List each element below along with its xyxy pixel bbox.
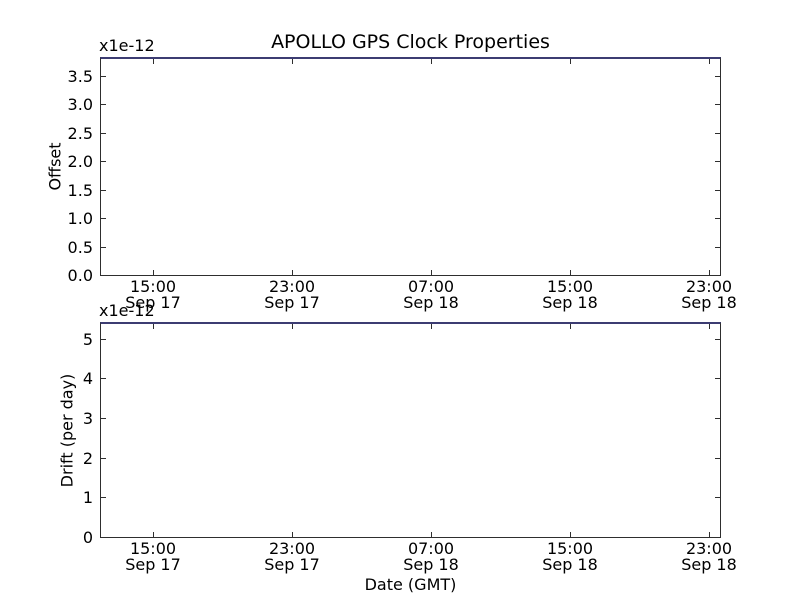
axis-tick-mark bbox=[715, 190, 720, 191]
axis-tick-mark bbox=[101, 247, 106, 248]
y-axis-multiplier-bottom: x1e-12 bbox=[99, 301, 155, 320]
x-tick-date: Sep 17 bbox=[125, 293, 181, 312]
axis-tick-mark bbox=[101, 190, 106, 191]
y-tick-label: 2.0 bbox=[67, 152, 93, 171]
x-tick-time: 15:00 bbox=[129, 277, 177, 296]
axis-tick-mark bbox=[715, 339, 720, 340]
x-tick-date: Sep 18 bbox=[542, 293, 598, 312]
axis-tick-mark bbox=[570, 532, 571, 537]
axis-tick-mark bbox=[292, 59, 293, 64]
axis-tick-mark bbox=[431, 532, 432, 537]
x-tick-date: Sep 18 bbox=[542, 555, 598, 574]
x-tick-date: Sep 18 bbox=[403, 293, 459, 312]
y-tick-label: 0 bbox=[82, 528, 93, 547]
y-tick-label: 3.0 bbox=[67, 95, 93, 114]
x-tick-time: 15:00 bbox=[546, 539, 594, 558]
axis-tick-mark bbox=[570, 324, 571, 329]
axis-tick-mark bbox=[101, 378, 106, 379]
y-tick-label: 0.5 bbox=[67, 238, 93, 257]
axis-tick-mark bbox=[101, 133, 106, 134]
axis-tick-mark bbox=[101, 218, 106, 219]
axis-tick-mark bbox=[715, 133, 720, 134]
axis-tick-mark bbox=[101, 537, 106, 538]
y-tick-label: 2.5 bbox=[67, 124, 93, 143]
axis-tick-mark bbox=[101, 418, 106, 419]
x-tick-label: 23:00 Sep 18 bbox=[664, 279, 754, 311]
axis-tick-mark bbox=[431, 324, 432, 329]
x-axis-label: Date (GMT) bbox=[364, 575, 457, 594]
y-tick-label: 2 bbox=[82, 449, 93, 468]
axis-tick-mark bbox=[709, 532, 710, 537]
axis-tick-mark bbox=[715, 497, 720, 498]
x-tick-label: 23:00 Sep 17 bbox=[247, 279, 337, 311]
axis-tick-mark bbox=[715, 161, 720, 162]
x-tick-label: 15:00 Sep 17 bbox=[108, 279, 198, 311]
axis-tick-mark bbox=[101, 497, 106, 498]
y-tick-label: 0.0 bbox=[67, 266, 93, 285]
axis-tick-mark bbox=[570, 59, 571, 64]
axis-tick-mark bbox=[715, 218, 720, 219]
axis-tick-mark bbox=[101, 339, 106, 340]
x-tick-label: 15:00 Sep 18 bbox=[525, 541, 615, 573]
x-tick-date: Sep 18 bbox=[681, 293, 737, 312]
y-tick-label: 1.0 bbox=[67, 209, 93, 228]
axis-tick-mark bbox=[709, 59, 710, 64]
axis-tick-mark bbox=[715, 104, 720, 105]
y-tick-label: 4 bbox=[82, 369, 93, 388]
x-tick-label: 07:00 Sep 18 bbox=[386, 541, 476, 573]
drift-plot-area bbox=[100, 322, 721, 538]
axis-tick-mark bbox=[715, 247, 720, 248]
axis-tick-mark bbox=[709, 270, 710, 275]
axis-tick-mark bbox=[715, 537, 720, 538]
x-tick-date: Sep 18 bbox=[403, 555, 459, 574]
x-tick-time: 23:00 bbox=[268, 277, 316, 296]
axis-tick-mark bbox=[715, 378, 720, 379]
x-tick-time: 07:00 bbox=[407, 277, 455, 296]
x-tick-label: 15:00 Sep 17 bbox=[108, 541, 198, 573]
x-tick-date: Sep 18 bbox=[681, 555, 737, 574]
y-tick-label: 5 bbox=[82, 330, 93, 349]
axis-tick-mark bbox=[153, 532, 154, 537]
x-tick-label: 23:00 Sep 18 bbox=[664, 541, 754, 573]
offset-plot-area bbox=[100, 57, 721, 276]
x-tick-time: 23:00 bbox=[685, 277, 733, 296]
axis-tick-mark bbox=[292, 532, 293, 537]
axis-tick-mark bbox=[292, 270, 293, 275]
x-tick-time: 15:00 bbox=[546, 277, 594, 296]
x-tick-date: Sep 17 bbox=[264, 555, 320, 574]
axis-tick-mark bbox=[570, 270, 571, 275]
x-tick-date: Sep 17 bbox=[264, 293, 320, 312]
axis-tick-mark bbox=[153, 270, 154, 275]
axis-tick-mark bbox=[101, 275, 106, 276]
axis-tick-mark bbox=[153, 324, 154, 329]
x-tick-time: 15:00 bbox=[129, 539, 177, 558]
chart-title: APOLLO GPS Clock Properties bbox=[271, 31, 550, 53]
x-tick-label: 15:00 Sep 18 bbox=[525, 279, 615, 311]
y-tick-label: 1.5 bbox=[67, 181, 93, 200]
y-tick-label: 1 bbox=[82, 488, 93, 507]
x-tick-label: 07:00 Sep 18 bbox=[386, 279, 476, 311]
y-tick-label: 3 bbox=[82, 409, 93, 428]
axis-tick-mark bbox=[101, 104, 106, 105]
axis-tick-mark bbox=[715, 458, 720, 459]
x-tick-time: 23:00 bbox=[268, 539, 316, 558]
y-axis-multiplier-top: x1e-12 bbox=[99, 36, 155, 55]
axis-tick-mark bbox=[431, 59, 432, 64]
axis-tick-mark bbox=[153, 59, 154, 64]
axis-tick-mark bbox=[715, 418, 720, 419]
axis-tick-mark bbox=[715, 76, 720, 77]
x-tick-time: 23:00 bbox=[685, 539, 733, 558]
axis-tick-mark bbox=[101, 76, 106, 77]
axis-tick-mark bbox=[715, 275, 720, 276]
x-tick-label: 23:00 Sep 17 bbox=[247, 541, 337, 573]
axis-tick-mark bbox=[709, 324, 710, 329]
axis-tick-mark bbox=[292, 324, 293, 329]
axis-tick-mark bbox=[101, 458, 106, 459]
x-tick-date: Sep 17 bbox=[125, 555, 181, 574]
axis-tick-mark bbox=[431, 270, 432, 275]
axis-tick-mark bbox=[101, 161, 106, 162]
y-tick-label: 3.5 bbox=[67, 67, 93, 86]
x-tick-time: 07:00 bbox=[407, 539, 455, 558]
